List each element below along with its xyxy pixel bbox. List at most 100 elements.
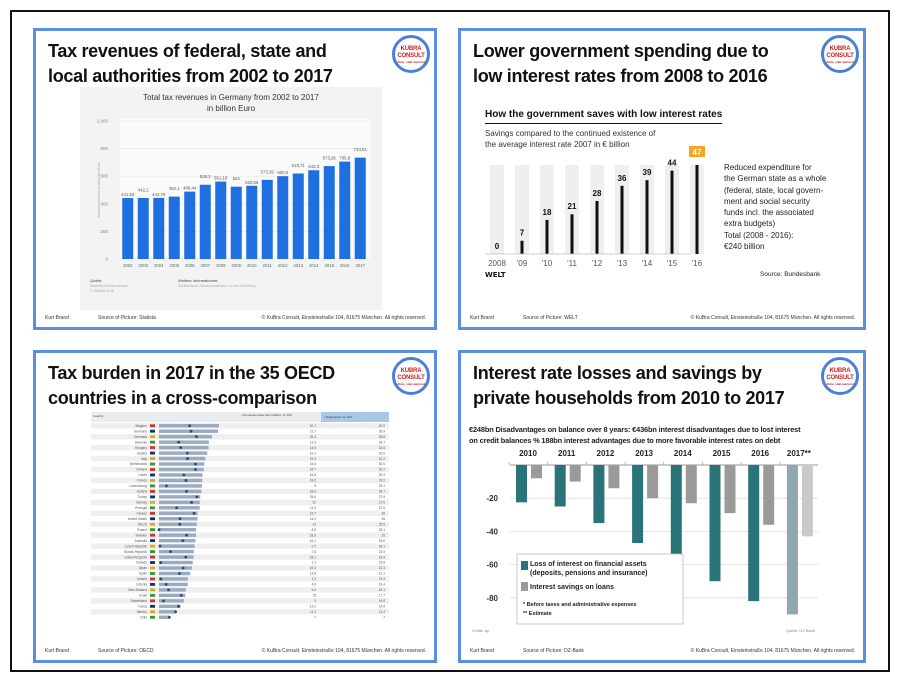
y-tick-label: 200 xyxy=(100,229,108,234)
single-value: 23.4 xyxy=(379,555,385,559)
bar-2006 xyxy=(184,191,196,259)
bar-asset-loss-2010 xyxy=(516,465,527,503)
footer-copyright: © KuBra Consult, Einsteinstraße 104, 816… xyxy=(690,315,855,321)
single-person-bar xyxy=(159,429,219,433)
x-tick-label: 2012 xyxy=(597,449,615,458)
single-value: 29.1 xyxy=(379,484,385,488)
single-value: 19.4 xyxy=(379,583,385,587)
bar-2016 xyxy=(339,161,351,259)
x-tick-label: 2003 xyxy=(138,263,148,268)
bar-value-label: 7 xyxy=(520,229,525,238)
single-person-bar xyxy=(159,555,194,559)
bar-value-label: 47 xyxy=(693,148,702,157)
bar-value-label: 452,1 xyxy=(169,186,180,191)
footnote: * Before taxes and administrative expens… xyxy=(523,602,636,608)
couple-value: 4.8 xyxy=(312,583,317,587)
bar-loan-savings-2017** xyxy=(801,465,813,537)
note-line: the German state as a whole xyxy=(724,174,827,184)
single-person-bar xyxy=(159,484,203,488)
bar-'15 xyxy=(670,170,674,254)
note-line: ment and social security xyxy=(724,196,810,206)
x-tick-label: 2014 xyxy=(674,449,692,458)
legend-label: Loss of interest on financial assets xyxy=(530,561,647,568)
title-line: Interest rate losses and savings by xyxy=(473,363,762,383)
couple-dot xyxy=(186,457,189,460)
bar-2004 xyxy=(153,197,165,259)
footer-source: Source of Picture: WELT xyxy=(523,315,578,321)
couple-dot xyxy=(174,610,177,614)
country-flag-icon xyxy=(150,593,155,597)
country-name: Chile xyxy=(140,615,147,619)
bar-value-label: 18 xyxy=(543,208,552,217)
x-tick-label: 2004 xyxy=(154,263,164,268)
couple-value: 21.7 xyxy=(310,429,316,433)
single-person-bar xyxy=(159,538,196,543)
bar-value-label: 442,76 xyxy=(152,192,166,197)
single-person-bar xyxy=(159,610,176,614)
single-person-bar xyxy=(159,604,181,609)
single-person-bar xyxy=(159,467,204,472)
row-stripe xyxy=(91,510,389,517)
single-person-bar xyxy=(159,560,193,565)
couple-dot xyxy=(169,550,172,553)
outer-frame xyxy=(10,10,890,672)
single-value: 17.7 xyxy=(379,594,385,598)
y-tick-label: -80 xyxy=(486,594,498,603)
couple-dot xyxy=(195,495,199,499)
single-value: 32.6 xyxy=(379,451,385,455)
couple-value: 16.3 xyxy=(310,566,316,570)
country-flag-icon xyxy=(150,561,155,564)
couple-value: 16.8 xyxy=(310,473,316,477)
single-person-bar xyxy=(159,522,197,526)
row-stripe xyxy=(91,609,389,615)
couple-dot xyxy=(190,500,193,504)
row-stripe xyxy=(91,598,389,604)
single-person-bar xyxy=(159,593,186,598)
bar-2013 xyxy=(292,173,304,259)
welt-chart-title: How the government saves with low intere… xyxy=(485,109,723,124)
footer-copyright: © KuBra Consult, Einsteinstraße 104, 816… xyxy=(261,315,426,321)
x-tick-label: 2017 xyxy=(355,263,365,268)
footer-author: Kurt Brand xyxy=(470,315,494,321)
bar-'10 xyxy=(545,219,549,254)
couple-dot xyxy=(188,424,192,428)
country-flag-icon xyxy=(150,511,155,515)
x-tick-label: 2016 xyxy=(751,449,769,458)
bar-2003 xyxy=(137,197,149,259)
single-value: 30.6 xyxy=(379,462,385,466)
single-value: 33.7 xyxy=(379,440,385,444)
country-flag-icon xyxy=(150,550,155,554)
single-value: 25.5 xyxy=(379,522,385,526)
single-person-bar xyxy=(159,533,196,537)
y-tick-label: -40 xyxy=(486,527,498,536)
row-stripe xyxy=(91,433,389,440)
country-flag-icon xyxy=(150,484,155,488)
row-stripe xyxy=(91,477,389,484)
single-value: 24.6 xyxy=(379,539,385,543)
bar-value-label: 538,2 xyxy=(200,174,211,179)
bar-asset-loss-2014 xyxy=(670,465,682,562)
note-line: funds incl. the associated xyxy=(724,208,814,218)
country-flag-icon xyxy=(150,429,155,433)
x-tick-label: '09 xyxy=(517,259,528,268)
legend-label: (deposits, pensions and insurance) xyxy=(530,570,647,577)
country-flag-icon xyxy=(150,604,155,608)
x-tick-label: '15 xyxy=(667,259,678,268)
couple-dot xyxy=(179,446,183,450)
footer-author: Kurt Brand xyxy=(45,315,69,321)
x-tick-label: 2002 xyxy=(123,263,133,268)
row-stripe xyxy=(91,444,389,451)
couple-dot xyxy=(159,577,163,581)
y-tick-label: -20 xyxy=(486,494,498,503)
bar-value-label: 39 xyxy=(643,168,652,177)
couple-dot xyxy=(189,429,193,433)
country-name: Australia xyxy=(135,539,148,543)
couple-value: 11.9 xyxy=(310,506,316,510)
bar-asset-loss-2015 xyxy=(709,465,721,582)
title-line: countries in a cross-comparison xyxy=(48,388,317,408)
country-name: Switzerland xyxy=(131,599,148,603)
table-header xyxy=(91,412,389,422)
single-value: 26 xyxy=(381,511,385,515)
y-tick-label: -60 xyxy=(486,561,498,570)
chart-subtitle: in billion Euro xyxy=(207,104,256,113)
